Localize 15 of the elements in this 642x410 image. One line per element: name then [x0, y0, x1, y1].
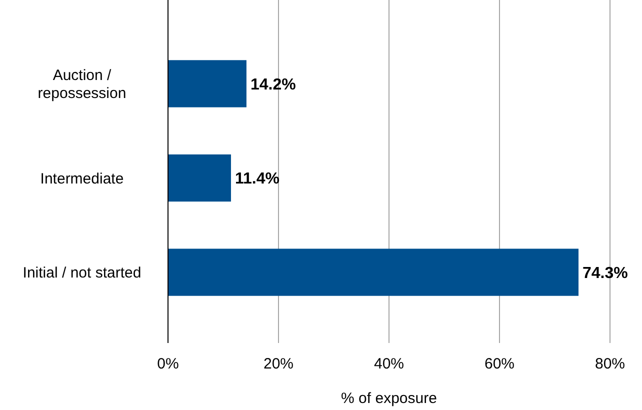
bar: [168, 154, 231, 202]
data-label: 74.3%: [582, 264, 628, 282]
x-tick-label: 80%: [594, 356, 626, 373]
data-label: 14.2%: [250, 76, 296, 94]
bar: [168, 60, 246, 108]
bar: [168, 248, 579, 296]
x-tick-label: 20%: [263, 356, 294, 373]
y-tick-label: Auction / repossession: [38, 66, 126, 102]
x-tick-label: 40%: [374, 356, 404, 373]
x-axis-title: % of exposure: [341, 390, 437, 407]
x-tick-label: 0%: [157, 356, 179, 373]
data-label: 11.4%: [234, 170, 280, 188]
x-tick-label: 60%: [484, 356, 515, 373]
y-tick-label: Intermediate: [40, 170, 124, 188]
y-tick-label: Initial / not started: [22, 264, 142, 282]
